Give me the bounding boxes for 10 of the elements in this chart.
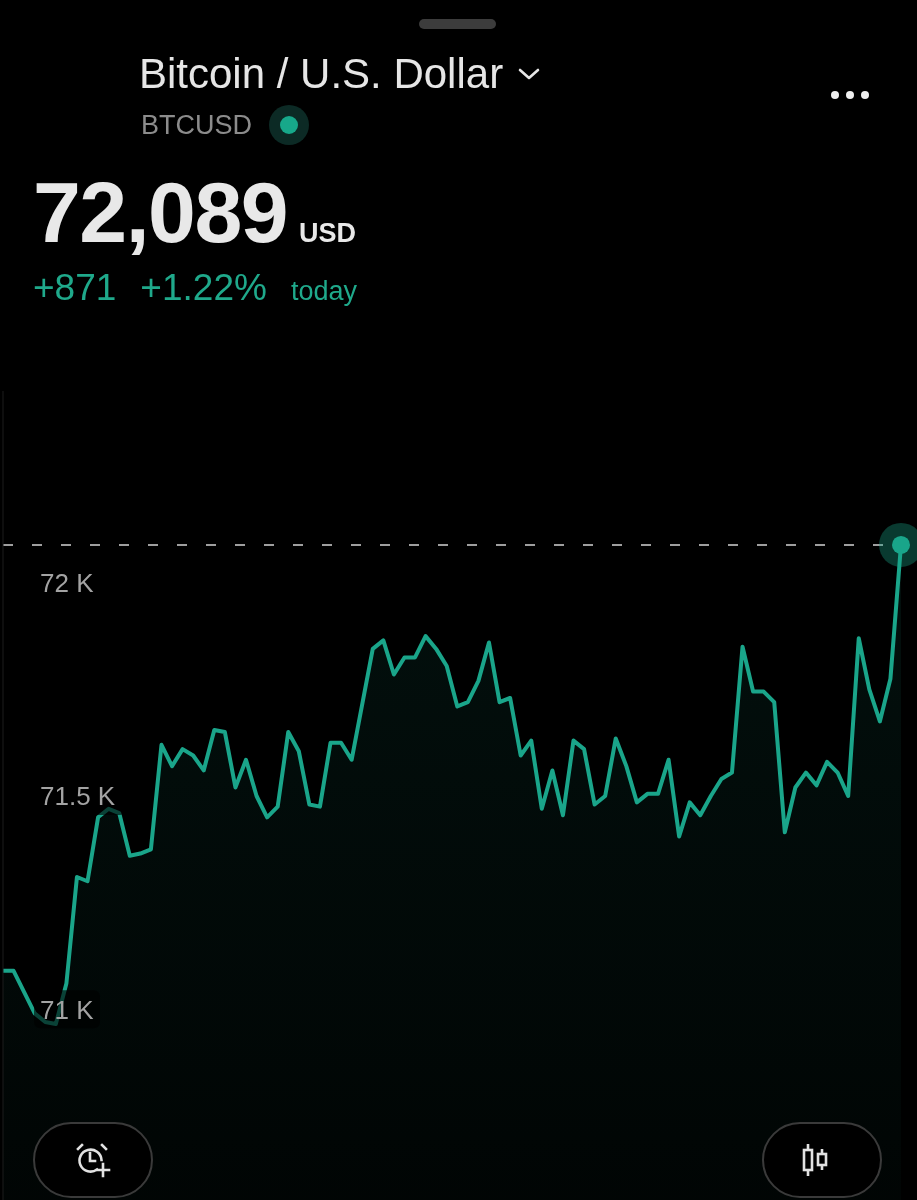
- text: today: [290, 275, 357, 308]
- text: 72,089: [33, 164, 288, 260]
- text: USD: [299, 218, 357, 249]
- chart-title: Bitcoin / U.S. Dollar: [139, 49, 504, 99]
- y-tick-label: 71 K: [40, 994, 95, 1025]
- y-tick-label: 72 K: [40, 568, 95, 599]
- text: +871: [33, 266, 117, 310]
- text: +1.22%: [140, 266, 267, 310]
- chart-subtitle: BTCUSD: [141, 109, 253, 142]
- y-tick-label: 71.5 K: [40, 781, 116, 812]
